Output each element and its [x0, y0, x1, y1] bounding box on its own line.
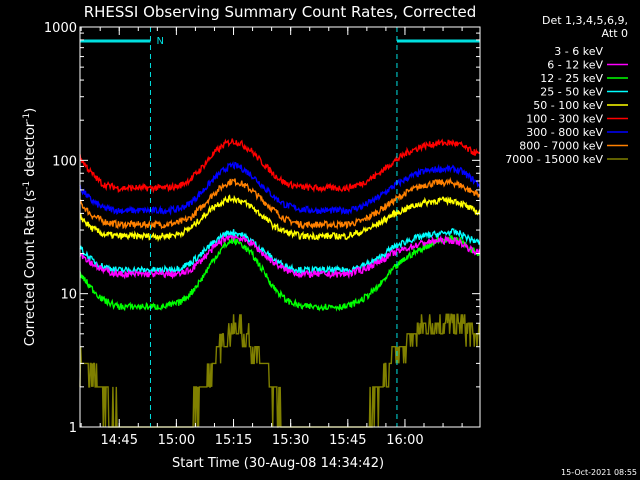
- series-line: [79, 227, 481, 276]
- series-line: [79, 176, 481, 230]
- x-axis-label: Start Time (30-Aug-08 14:34:42): [172, 456, 384, 471]
- y-tick-label: 10: [60, 288, 77, 303]
- legend-label: 800 - 7000 keV: [519, 140, 603, 153]
- x-tick-label: 15:45: [329, 433, 366, 448]
- y-tick-label: 1: [69, 421, 77, 436]
- series-line: [79, 160, 481, 216]
- legend-label: 100 - 300 keV: [526, 113, 603, 126]
- y-axis-label: Corrected Count Rate (s-1 detector-1): [22, 108, 38, 346]
- legend-label: 6 - 12 keV: [547, 59, 603, 72]
- legend-label: 50 - 100 keV: [533, 99, 603, 112]
- legend-label: 300 - 800 keV: [526, 126, 603, 139]
- axis-layer: 1 10 100 1000 14:45 15:00 15:15 15:30 15:45 16:00: [44, 21, 480, 448]
- timestamp: 15-Oct-2021 08:55: [561, 468, 637, 477]
- y-axis-label-mid: detector: [23, 121, 38, 181]
- y-tick-label: 1000: [44, 21, 77, 36]
- x-tick-label: 15:00: [158, 433, 195, 448]
- series-layer: [79, 138, 481, 428]
- series-line: [79, 235, 481, 312]
- x-tick-label: 15:15: [215, 433, 252, 448]
- y-axis-label-sup1: -1: [22, 181, 32, 190]
- x-tick-label: 15:30: [272, 433, 309, 448]
- series-line: [79, 138, 481, 194]
- series-line: [79, 247, 480, 348]
- y-tick-label: 100: [52, 154, 77, 169]
- series-line: [79, 194, 481, 243]
- legend-label: 12 - 25 keV: [540, 72, 603, 85]
- legend-header-line-1: Det 1,3,4,5,6,9,: [542, 14, 628, 27]
- chart-title: RHESSI Observing Summary Count Rates, Co…: [84, 3, 477, 21]
- legend-label: 25 - 50 keV: [540, 86, 603, 99]
- series-line: [79, 234, 481, 280]
- series-line: [79, 313, 481, 428]
- legend-label: 7000 - 15000 keV: [505, 153, 603, 166]
- y-axis-label-sup2: -1: [22, 113, 32, 122]
- plot-frame: [79, 26, 481, 428]
- night-marker-label: N: [156, 36, 163, 47]
- legend-header-line-2: Att 0: [602, 27, 628, 40]
- y-axis-label-main: Corrected Count Rate (s: [23, 190, 38, 347]
- x-tick-label: 14:45: [101, 433, 138, 448]
- y-axis-label-end: ): [23, 108, 38, 113]
- legend-label: 3 - 6 keV: [554, 45, 603, 58]
- x-tick-label: 16:00: [386, 433, 423, 448]
- decor-layer: N: [79, 27, 481, 427]
